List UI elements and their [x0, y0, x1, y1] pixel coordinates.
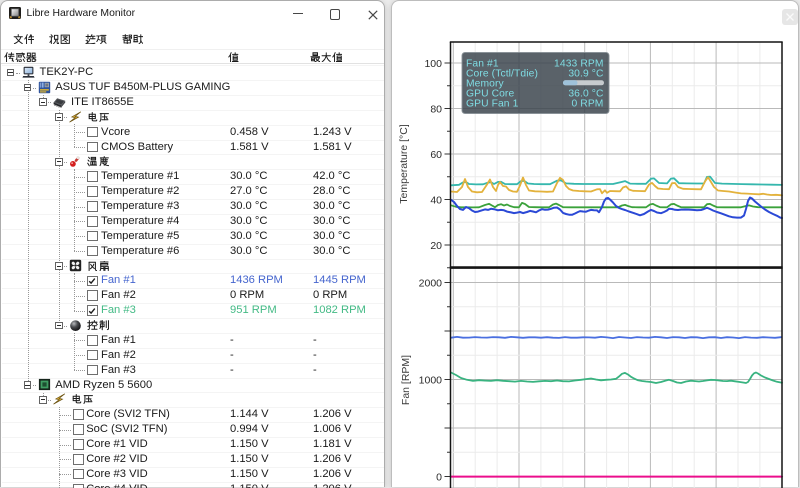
svg-text:30.9 °C: 30.9 °C [568, 69, 604, 80]
svg-text:1000: 1000 [419, 375, 443, 387]
svg-text:Temperature [°C]: Temperature [°C] [398, 124, 410, 204]
svg-text:Fan #1: Fan #1 [466, 59, 499, 70]
svg-text:0: 0 [436, 472, 442, 484]
svg-text:80: 80 [430, 104, 442, 116]
svg-text:2000: 2000 [419, 278, 443, 290]
svg-text:0 RPM: 0 RPM [572, 99, 604, 110]
svg-text:GPU Core: GPU Core [466, 89, 514, 100]
svg-text:Memory: Memory [466, 79, 505, 90]
svg-text:100: 100 [424, 58, 442, 70]
svg-text:40: 40 [430, 195, 442, 207]
svg-text:60: 60 [430, 149, 442, 161]
svg-text:Core (Tctl/Tdie): Core (Tctl/Tdie) [466, 69, 538, 80]
svg-text:1433 RPM: 1433 RPM [554, 59, 603, 70]
svg-text:20: 20 [430, 240, 442, 252]
svg-text:GPU Fan 1: GPU Fan 1 [466, 99, 519, 110]
svg-text:36.0 °C: 36.0 °C [568, 89, 604, 100]
svg-text:Fan [RPM]: Fan [RPM] [400, 355, 412, 405]
